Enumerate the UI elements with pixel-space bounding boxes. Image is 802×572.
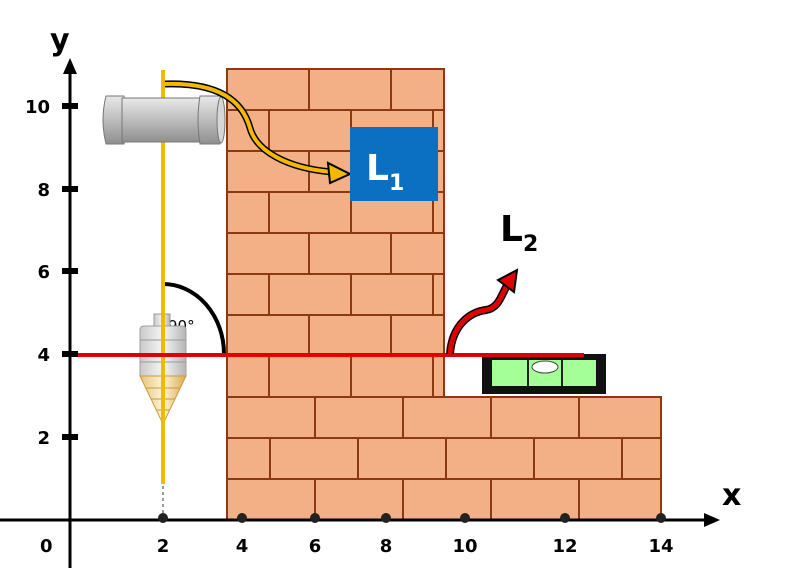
brick: [308, 232, 392, 275]
brick: [402, 478, 492, 521]
L2-arrow: [446, 268, 519, 355]
brick-wall: [226, 68, 662, 521]
coordinate-axes: 2 4 6 8 10 2 4 6 8 10 12 14 x y 0: [0, 23, 741, 568]
x-axis-arrowhead: [704, 513, 720, 527]
brick: [226, 191, 270, 234]
x-tick-dot: [310, 513, 320, 523]
brick: [226, 150, 310, 193]
y-tick-label: 2: [37, 428, 50, 449]
x-tick-label: 14: [648, 536, 673, 557]
brick: [390, 68, 445, 111]
brick: [490, 396, 580, 439]
brick: [269, 437, 359, 480]
brick: [226, 396, 316, 439]
y-tick-label: 4: [37, 345, 50, 366]
L2-label: L2: [500, 209, 538, 257]
brick: [308, 314, 392, 357]
brick: [268, 273, 352, 316]
x-tick-label: 2: [157, 536, 170, 557]
brick: [533, 437, 623, 480]
x-tick-dot: [158, 513, 168, 523]
x-tick-dot: [460, 513, 470, 523]
L1-label: L1: [366, 148, 404, 196]
brick: [226, 232, 310, 275]
x-tick-dot: [560, 513, 570, 523]
brick: [432, 273, 445, 316]
x-tick-label: 8: [380, 536, 393, 557]
y-tick-label: 10: [25, 97, 50, 118]
x-tick-label: 4: [236, 536, 249, 557]
brick: [357, 437, 447, 480]
brick: [578, 396, 662, 439]
brick: [226, 314, 310, 357]
x-tick-dot: [381, 513, 391, 523]
x-axis-letter: x: [722, 478, 741, 513]
brick: [226, 273, 270, 316]
brick: [314, 478, 404, 521]
brick: [445, 437, 535, 480]
x-tick-dot: [656, 513, 666, 523]
brick: [390, 314, 445, 357]
brick: [402, 396, 492, 439]
brick: [268, 191, 352, 234]
right-angle-arc: [162, 282, 226, 355]
x-tick-label: 6: [309, 536, 322, 557]
brick: [432, 355, 445, 398]
L1-label-box: [350, 127, 438, 201]
brick: [621, 437, 662, 480]
spirit-level-icon: [482, 354, 606, 394]
brick: [226, 68, 310, 111]
brick: [314, 396, 404, 439]
brick: [226, 437, 271, 480]
brick: [390, 232, 445, 275]
y-axis-arrowhead: [63, 58, 77, 74]
curved-arrow-icon: [164, 80, 353, 185]
x-tick-dot: [237, 513, 247, 523]
y-tick-label: 6: [37, 262, 50, 283]
x-tick-label: 12: [552, 536, 577, 557]
x-tick-label: 10: [452, 536, 477, 557]
brick: [350, 355, 434, 398]
brick: [268, 355, 352, 398]
y-axis-letter: y: [50, 23, 70, 58]
brick: [350, 273, 434, 316]
spool-icon: [102, 95, 226, 145]
brick: [308, 68, 392, 111]
origin-label: 0: [40, 536, 53, 557]
brick: [268, 109, 352, 152]
brick: [226, 355, 270, 398]
y-tick-label: 8: [37, 180, 50, 201]
brick: [578, 478, 662, 521]
